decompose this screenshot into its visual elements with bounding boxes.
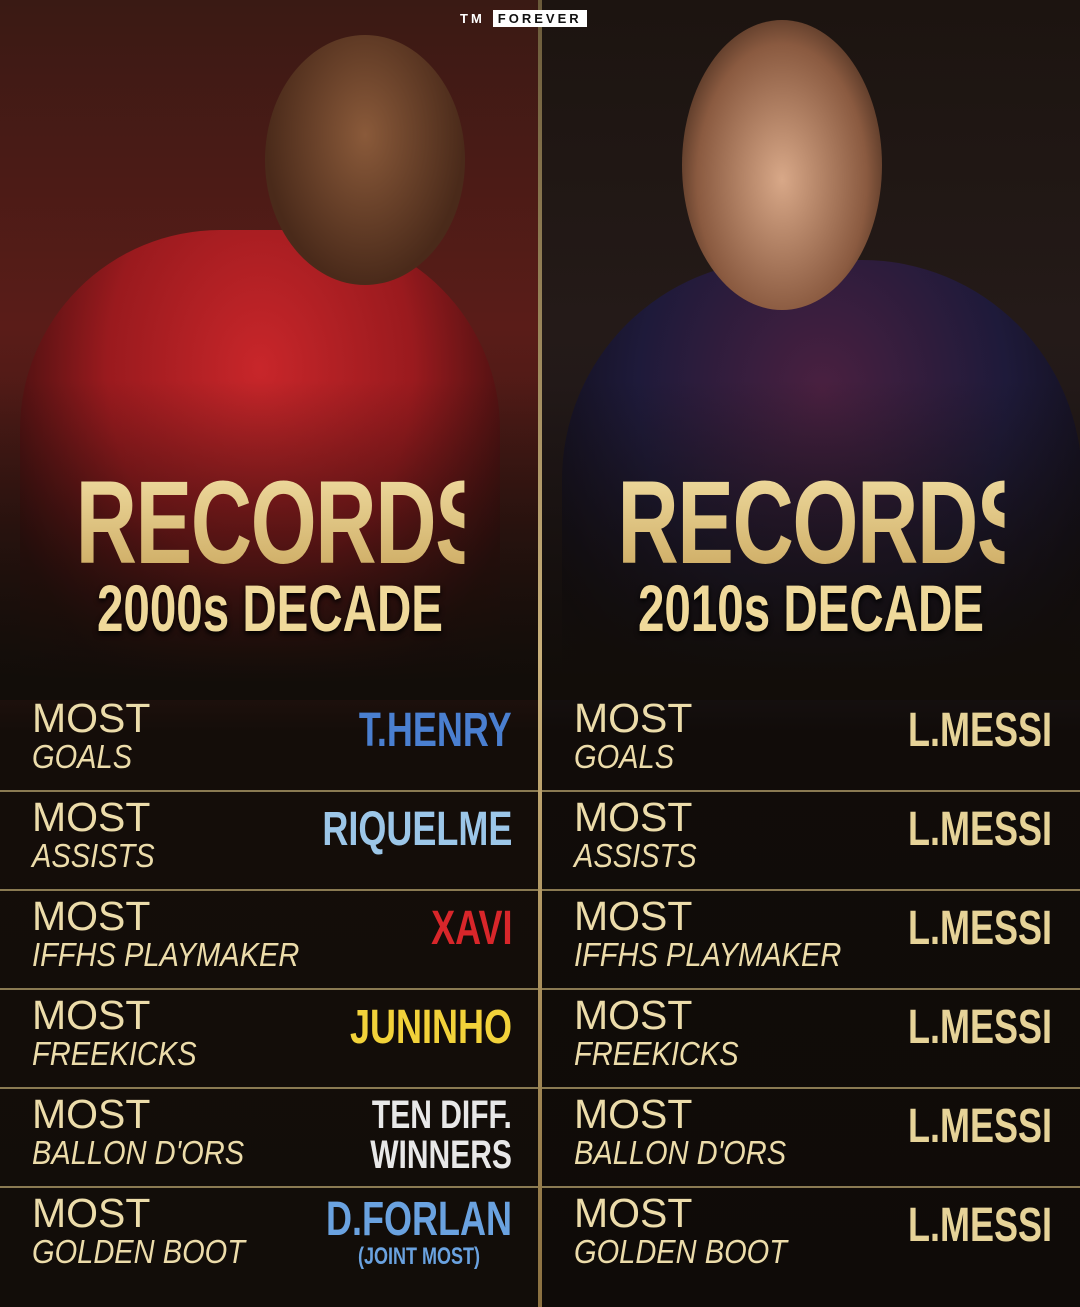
henry-photo [0, 0, 540, 700]
photo-fade [542, 380, 1080, 700]
label-category: GOLDEN BOOT [32, 1233, 246, 1270]
record-row-ballon-dors: MOST BALLON D'ORS L.MESSI [542, 1089, 1080, 1188]
record-row-playmaker: MOST IFFHS PLAYMAKER L.MESSI [542, 891, 1080, 990]
label-most: MOST [32, 893, 151, 939]
record-row-goals: MOST GOALS L.MESSI [542, 693, 1080, 792]
record-row-goals: MOST GOALS T.HENRY [0, 693, 540, 792]
joint-most-note: (JOINT MOST) [358, 1243, 481, 1270]
label-category: IFFHS PLAYMAKER [32, 936, 300, 973]
label-most: MOST [32, 1091, 151, 1137]
record-holder: L.MESSI [907, 704, 1052, 757]
record-row-golden-boot: MOST GOLDEN BOOT D.FORLAN (JOINT MOST) [0, 1188, 540, 1287]
label-category: ASSISTS [32, 837, 155, 874]
label-most: MOST [574, 992, 693, 1038]
record-holder: T.HENRY [359, 704, 512, 757]
label-category: BALLON D'ORS [574, 1134, 787, 1171]
record-holder: TEN DIFF. WINNERS [370, 1095, 512, 1175]
label-category: IFFHS PLAYMAKER [574, 936, 842, 973]
record-row-ballon-dors: MOST BALLON D'ORS TEN DIFF. WINNERS [0, 1089, 540, 1188]
label-category: FREEKICKS [32, 1035, 197, 1072]
label-category: GOALS [32, 738, 133, 775]
decade-subtitle: 2000s DECADE [96, 571, 444, 645]
record-row-golden-boot: MOST GOLDEN BOOT L.MESSI [542, 1188, 1080, 1287]
record-holder: L.MESSI [907, 902, 1052, 955]
label-most: MOST [574, 794, 693, 840]
label-most: MOST [574, 695, 693, 741]
label-most: MOST [574, 893, 693, 939]
record-holder: L.MESSI [907, 1100, 1052, 1153]
photo-fade [0, 380, 540, 700]
record-holder: RIQUELME [321, 803, 512, 856]
label-category: ASSISTS [574, 837, 697, 874]
messi-photo [542, 0, 1080, 700]
record-row-freekicks: MOST FREEKICKS L.MESSI [542, 990, 1080, 1089]
record-row-playmaker: MOST IFFHS PLAYMAKER XAVI [0, 891, 540, 990]
label-category: BALLON D'ORS [32, 1134, 245, 1171]
record-row-assists: MOST ASSISTS RIQUELME [0, 792, 540, 891]
label-category: GOALS [574, 738, 675, 775]
gold-divider [538, 0, 542, 1307]
record-row-assists: MOST ASSISTS L.MESSI [542, 792, 1080, 891]
record-holder: XAVI [430, 902, 512, 955]
value-line-1: TEN DIFF. [371, 1093, 512, 1137]
label-category: GOLDEN BOOT [574, 1233, 788, 1270]
left-panel-2000s: RECORDS 2000s DECADE MOST GOALS T.HENRY M… [0, 0, 540, 1307]
holder-name: D.FORLAN [326, 1193, 512, 1246]
record-holder: L.MESSI [907, 1199, 1052, 1252]
label-most: MOST [32, 794, 151, 840]
record-holder: L.MESSI [907, 803, 1052, 856]
right-panel-2010s: RECORDS 2010s DECADE MOST GOALS L.MESSI M… [542, 0, 1080, 1307]
decade-subtitle: 2010s DECADE [637, 571, 985, 645]
label-most: MOST [32, 992, 151, 1038]
records-title: RECORDS [75, 457, 492, 589]
record-holder: D.FORLAN (JOINT MOST) [326, 1196, 512, 1270]
record-holder: L.MESSI [907, 1001, 1052, 1054]
record-row-freekicks: MOST FREEKICKS JUNINHO [0, 990, 540, 1089]
label-most: MOST [574, 1190, 693, 1236]
label-most: MOST [574, 1091, 693, 1137]
value-line-2: WINNERS [370, 1133, 512, 1177]
messi-face [682, 20, 882, 310]
label-category: FREEKICKS [574, 1035, 739, 1072]
tm-forever-logo: TM FOREVER [460, 10, 587, 27]
logo-forever: FOREVER [492, 10, 587, 27]
henry-face [265, 35, 465, 285]
label-most: MOST [32, 695, 151, 741]
records-list: MOST GOALS L.MESSI MOST ASSISTS L.MESSI MO… [542, 693, 1080, 1287]
records-list: MOST GOALS T.HENRY MOST ASSISTS RIQUELME M… [0, 693, 540, 1287]
logo-tm: TM [460, 11, 485, 26]
records-title: RECORDS [617, 457, 1033, 589]
label-most: MOST [32, 1190, 151, 1236]
record-holder: JUNINHO [349, 1001, 512, 1054]
